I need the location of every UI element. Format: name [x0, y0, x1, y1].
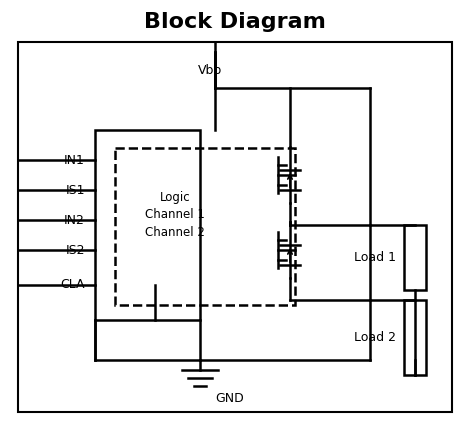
Text: IN2: IN2: [64, 213, 85, 227]
Text: Load 2: Load 2: [354, 331, 396, 344]
Text: GND: GND: [216, 391, 244, 405]
Text: Load 1: Load 1: [354, 251, 396, 264]
Bar: [18, 42, 452, 412]
Text: IS2: IS2: [65, 244, 85, 256]
Text: IN1: IN1: [64, 153, 85, 167]
Text: CLA: CLA: [61, 279, 85, 291]
Text: IS1: IS1: [65, 184, 85, 196]
Bar: [115, 148, 295, 305]
Bar: [404, 225, 426, 290]
Bar: [404, 300, 426, 375]
Bar: [95, 130, 200, 320]
Text: Logic
Channel 1
Channel 2: Logic Channel 1 Channel 2: [145, 190, 205, 239]
Text: Vbb: Vbb: [198, 63, 222, 77]
Text: Block Diagram: Block Diagram: [144, 12, 326, 32]
